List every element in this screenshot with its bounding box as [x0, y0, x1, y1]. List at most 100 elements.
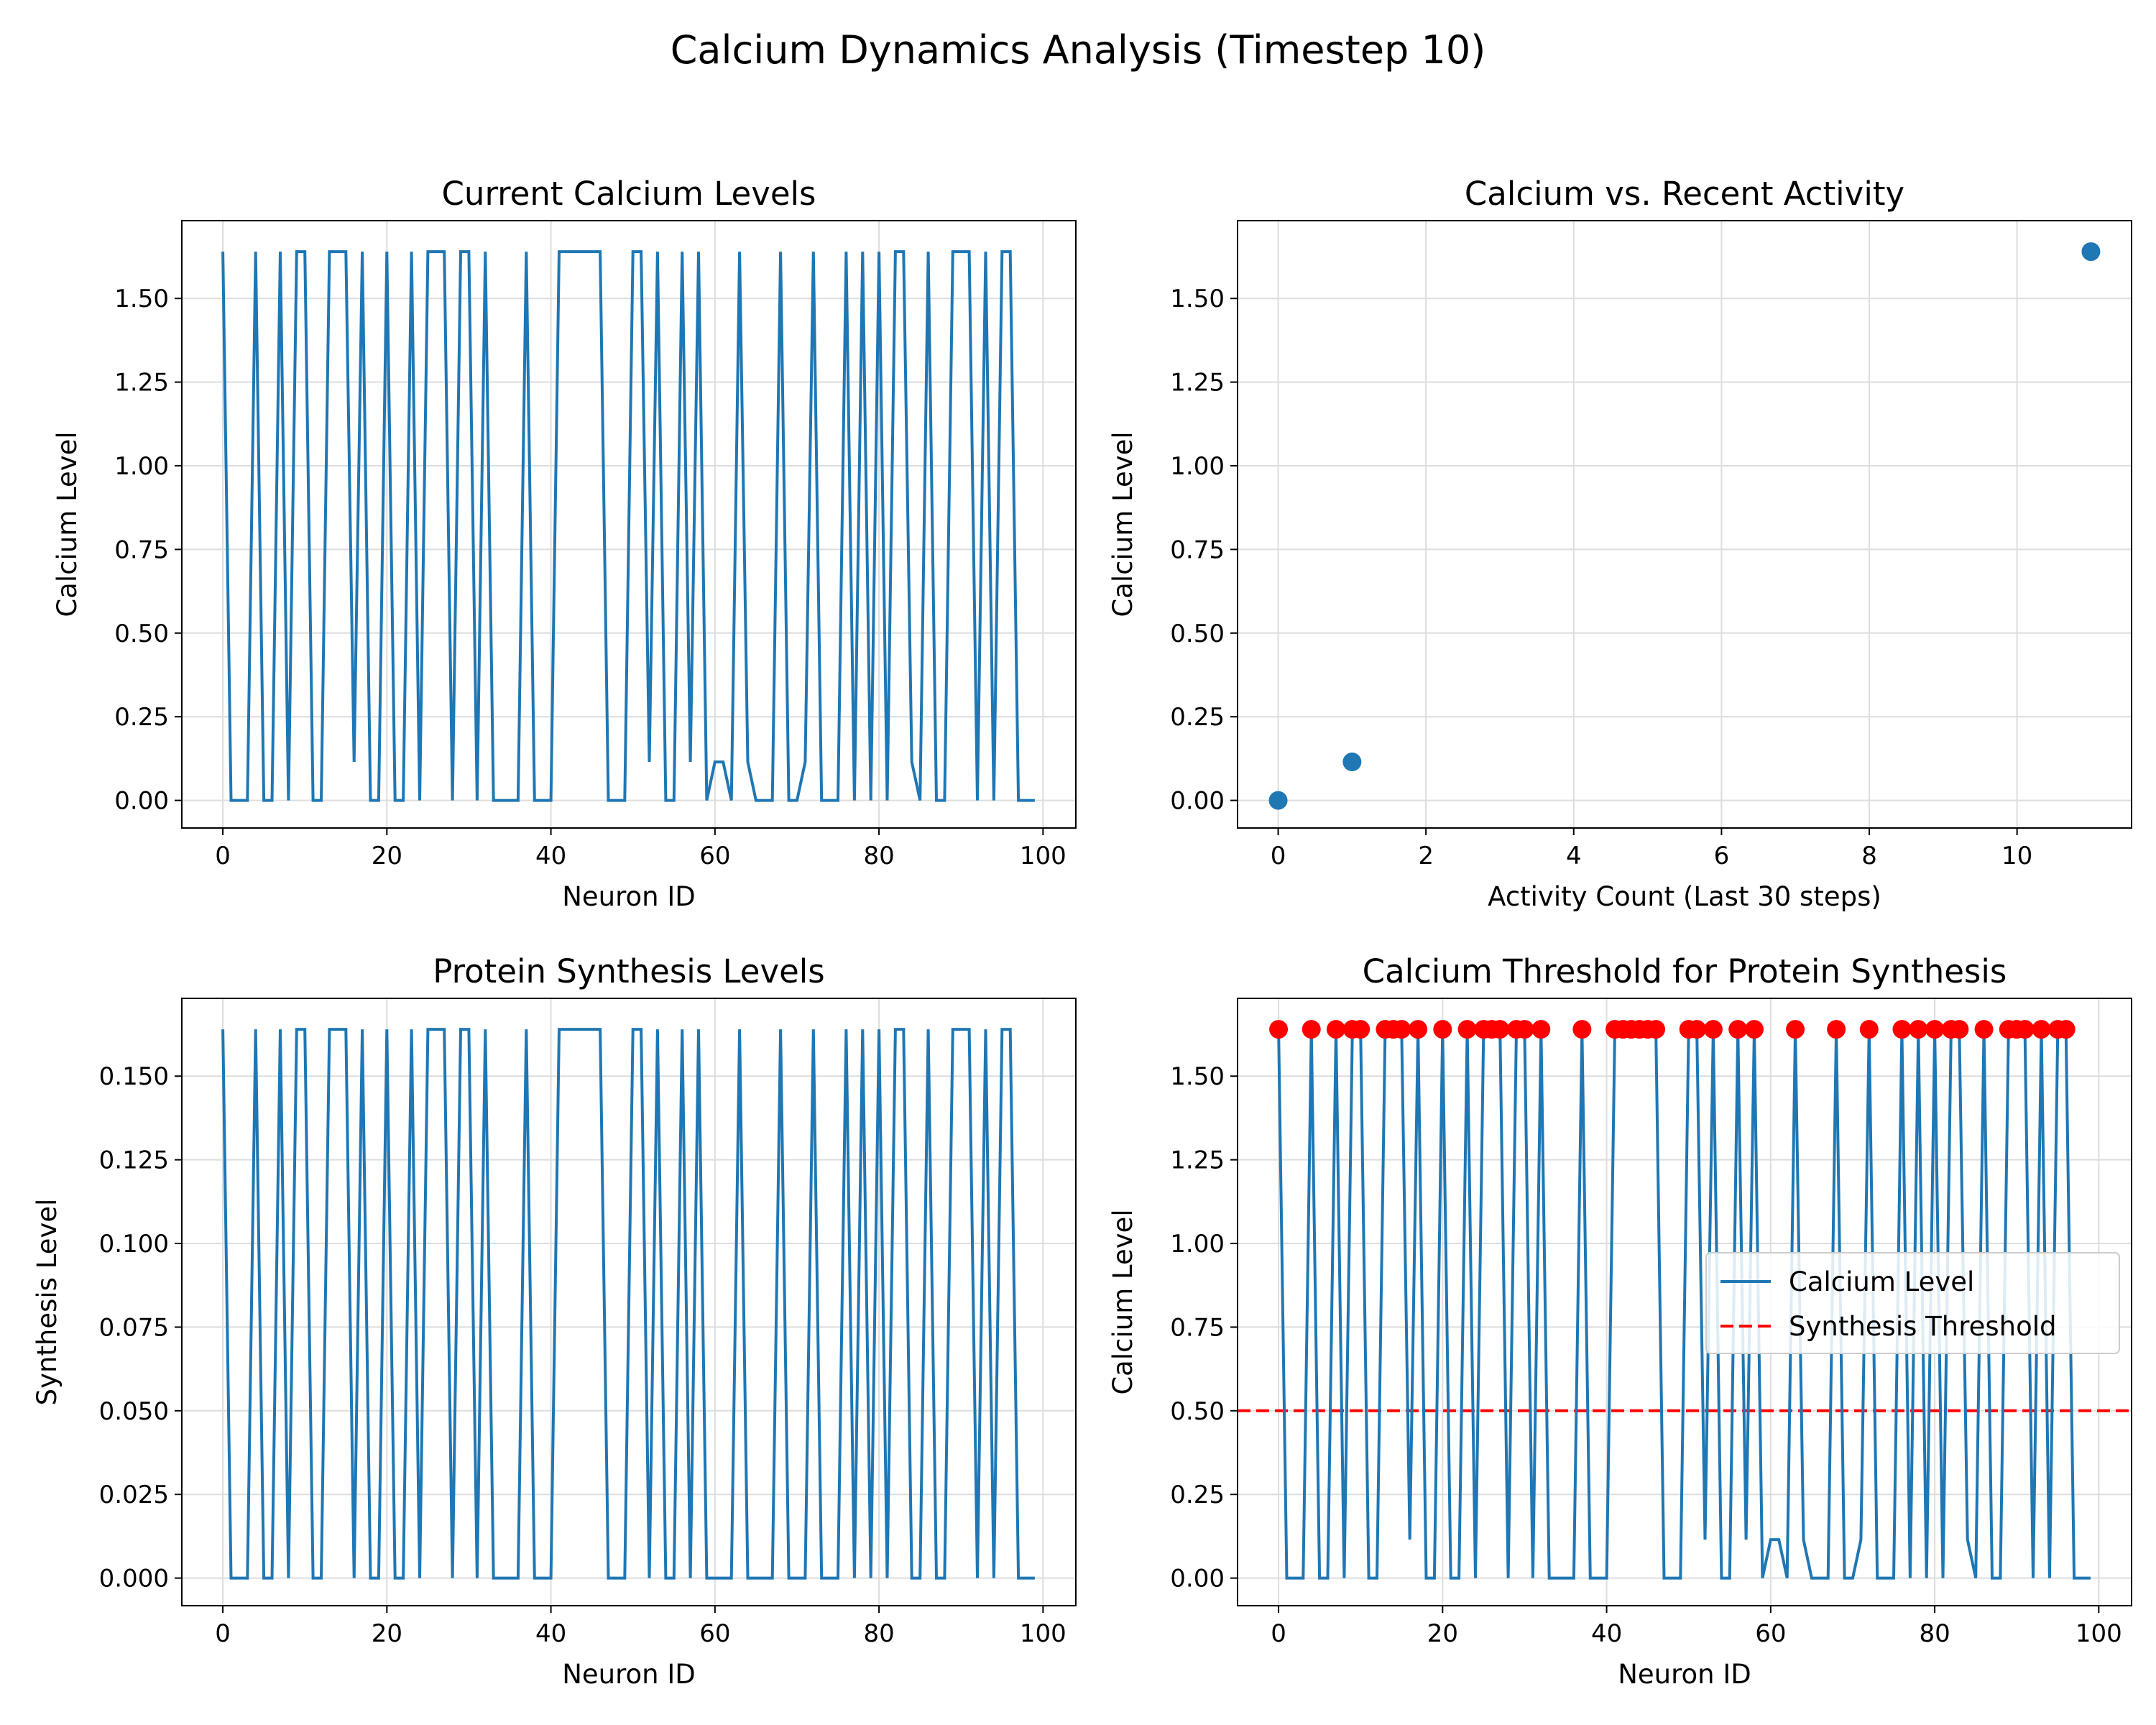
x-tick-label: 80: [863, 1619, 894, 1648]
chart-title: Calcium Threshold for Protein Synthesis: [1363, 952, 2007, 990]
above-threshold-marker: [1827, 1020, 1846, 1039]
above-threshold-marker: [1515, 1020, 1534, 1039]
y-tick-label: 0.25: [1170, 703, 1225, 732]
y-tick-label: 1.25: [1170, 1146, 1225, 1175]
series-line: [221, 250, 1035, 802]
y-tick-label: 1.50: [1170, 1062, 1225, 1091]
chart-title: Current Calcium Levels: [442, 175, 816, 213]
x-axis-label: Neuron ID: [1618, 1659, 1751, 1690]
x-tick-label: 10: [2001, 842, 2032, 870]
x-tick-label: 6: [1714, 842, 1730, 870]
x-tick-label: 40: [535, 1619, 566, 1648]
figure-suptitle: Calcium Dynamics Analysis (Timestep 10): [671, 27, 1486, 73]
y-tick-label: 0.050: [99, 1397, 169, 1426]
above-threshold-marker: [1786, 1020, 1805, 1039]
x-tick-label: 4: [1566, 842, 1582, 870]
y-tick-label: 0.25: [1170, 1481, 1225, 1509]
y-axis-label: Calcium Level: [1107, 431, 1138, 617]
x-axis-label: Activity Count (Last 30 steps): [1488, 881, 1881, 912]
y-tick-label: 0.00: [1170, 1565, 1225, 1593]
x-tick-label: 20: [372, 842, 402, 870]
above-threshold-marker: [1909, 1020, 1928, 1039]
above-threshold-marker: [1351, 1020, 1370, 1039]
x-tick-label: 2: [1418, 842, 1434, 870]
y-tick-label: 0.75: [114, 535, 169, 564]
series-line: [221, 1028, 1035, 1580]
chart-synthesis: Protein Synthesis Levels 0 20 40 60 80 100 0.00…: [32, 952, 1077, 1690]
x-tick-label: 40: [535, 842, 566, 870]
axes-frame: [1237, 220, 2132, 829]
above-threshold-marker: [2015, 1020, 2035, 1039]
y-axis-label: Calcium Level: [1107, 1209, 1138, 1394]
x-tick-label: 100: [2076, 1619, 2122, 1648]
y-tick-label: 0.100: [99, 1230, 169, 1259]
above-threshold-marker: [1269, 1020, 1289, 1039]
above-threshold-marker: [1409, 1020, 1428, 1039]
above-threshold-marker: [1703, 1020, 1723, 1039]
above-threshold-marker: [1859, 1020, 1879, 1039]
above-threshold-marker: [1687, 1020, 1707, 1039]
y-tick-label: 0.150: [99, 1062, 169, 1091]
above-threshold-marker: [1745, 1020, 1764, 1039]
y-tick-label: 1.25: [114, 369, 169, 397]
legend-label: Calcium Level: [1789, 1266, 1974, 1297]
chart-title: Calcium vs. Recent Activity: [1465, 175, 1904, 213]
x-tick-label: 0: [215, 1619, 231, 1648]
y-tick-label: 1.00: [1170, 452, 1225, 481]
legend-label: Synthesis Threshold: [1789, 1311, 2057, 1342]
above-threshold-marker: [1457, 1020, 1477, 1039]
x-tick-label: 20: [1427, 1619, 1458, 1648]
above-threshold-marker: [1950, 1020, 1969, 1039]
above-threshold-marker: [1531, 1020, 1551, 1039]
y-tick-label: 1.50: [114, 285, 169, 313]
y-axis-label: Synthesis Level: [32, 1199, 63, 1406]
above-threshold-marker: [1433, 1020, 1452, 1039]
x-tick-label: 0: [1271, 1619, 1286, 1648]
x-tick-label: 80: [863, 842, 894, 870]
scatter-point: [1268, 791, 1288, 810]
x-tick-label: 100: [1020, 1619, 1067, 1648]
y-tick-label: 0.50: [1170, 620, 1225, 648]
scatter-point: [2081, 242, 2101, 262]
x-tick-label: 0: [1271, 842, 1286, 870]
above-threshold-marker: [1491, 1020, 1510, 1039]
y-tick-label: 0.000: [99, 1565, 169, 1593]
y-tick-label: 0.75: [1170, 535, 1225, 564]
x-tick-label: 60: [699, 1619, 730, 1648]
y-tick-label: 0.00: [1170, 787, 1225, 816]
x-tick-label: 40: [1591, 1619, 1622, 1648]
x-tick-label: 8: [1861, 842, 1877, 870]
scatter-point: [1342, 753, 1362, 772]
above-threshold-marker: [1572, 1020, 1592, 1039]
above-threshold-marker: [1302, 1020, 1321, 1039]
above-threshold-marker: [1892, 1020, 1912, 1039]
y-tick-label: 0.00: [114, 787, 169, 816]
y-axis-label: Calcium Level: [52, 431, 83, 617]
above-threshold-marker: [2032, 1020, 2051, 1039]
chart-title: Protein Synthesis Levels: [433, 952, 825, 990]
x-axis-label: Neuron ID: [562, 881, 696, 912]
y-tick-label: 1.25: [1170, 369, 1225, 397]
y-tick-label: 0.50: [1170, 1397, 1225, 1426]
above-threshold-marker: [1728, 1020, 1748, 1039]
above-threshold-marker: [1974, 1020, 1994, 1039]
y-tick-label: 1.00: [1170, 1230, 1225, 1259]
above-threshold-marker: [2056, 1020, 2076, 1039]
x-tick-label: 20: [372, 1619, 402, 1648]
x-tick-label: 60: [1755, 1619, 1786, 1648]
legend: Calcium Level Synthesis Threshold: [1705, 1252, 2120, 1354]
axes-frame: [181, 998, 1077, 1606]
axes-frame: [181, 220, 1077, 829]
above-threshold-marker: [1646, 1020, 1666, 1039]
y-tick-label: 0.25: [114, 703, 169, 732]
above-threshold-marker: [1925, 1020, 1945, 1039]
y-tick-label: 1.50: [1170, 285, 1225, 313]
y-tick-label: 0.025: [99, 1481, 169, 1509]
x-tick-label: 0: [215, 842, 231, 870]
chart-scatter: Calcium vs. Recent Activity 0 2 4 6 8 10 0.00 0.…: [1107, 175, 2132, 912]
x-tick-label: 100: [1020, 842, 1067, 870]
above-threshold-marker: [1392, 1020, 1411, 1039]
chart-calcium: Current Calcium Levels 0 20 40 60 80 100 0.00 0.…: [52, 175, 1077, 912]
axes-frame: [1237, 998, 2132, 1606]
